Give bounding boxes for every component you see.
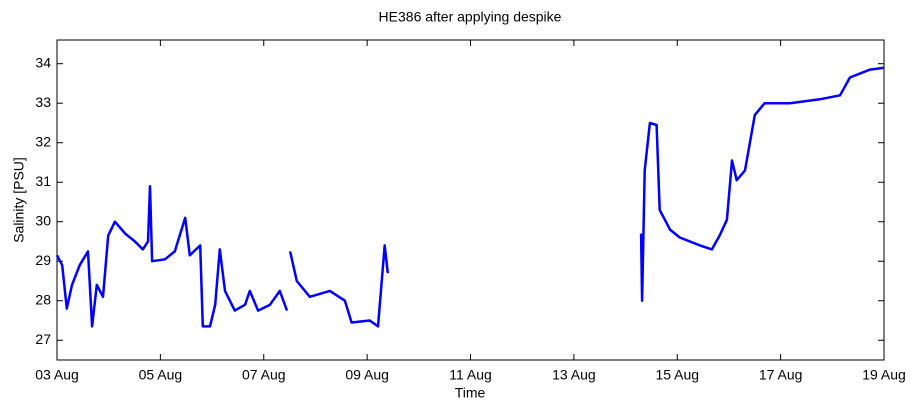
y-tick-label: 31 [35,173,51,189]
x-tick-label: 15 Aug [655,367,699,383]
x-axis-label: Time [455,385,486,401]
x-tick-label: 03 Aug [35,367,79,383]
x-tick-label: 19 Aug [862,367,906,383]
y-tick-label: 29 [35,252,51,268]
y-tick-label: 32 [35,133,51,149]
y-tick-label: 34 [35,54,51,70]
x-tick-label: 05 Aug [139,367,183,383]
chart-title: HE386 after applying despike [379,9,562,25]
x-tick-label: 17 Aug [759,367,803,383]
y-tick-label: 30 [35,212,51,228]
x-tick-label: 09 Aug [345,367,389,383]
y-tick-label: 27 [35,331,51,347]
y-tick-label: 28 [35,291,51,307]
x-tick-label: 07 Aug [242,367,286,383]
y-axis-label: Salinity [PSU] [11,157,27,243]
y-tick-label: 33 [35,94,51,110]
data-line [55,66,885,328]
x-tick-label: 11 Aug [449,367,492,383]
x-tick-label: 13 Aug [552,367,596,383]
